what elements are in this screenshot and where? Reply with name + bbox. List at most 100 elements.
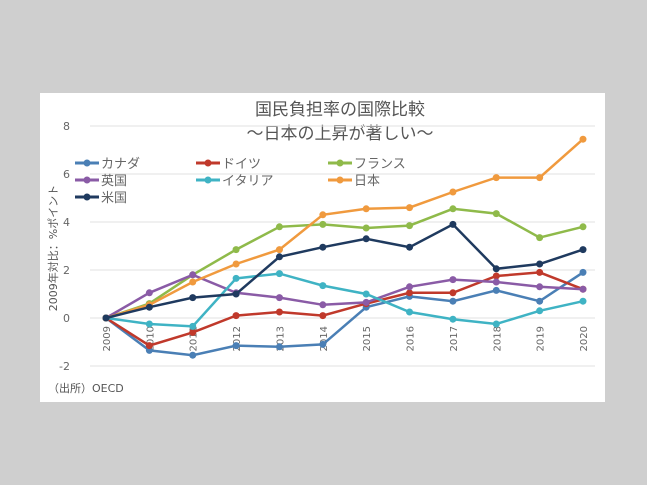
y-axis-label: 2009年対比：%ポイント xyxy=(46,185,60,311)
data-point xyxy=(449,205,457,213)
data-point xyxy=(492,278,500,286)
data-point xyxy=(579,297,587,305)
data-point xyxy=(492,286,500,294)
x-tick-label: 2016 xyxy=(406,326,417,351)
data-point xyxy=(449,289,457,297)
x-tick-label: 2017 xyxy=(449,326,460,351)
data-point xyxy=(449,220,457,228)
data-point xyxy=(232,246,240,254)
data-point xyxy=(145,346,153,354)
data-point xyxy=(362,235,370,243)
data-point xyxy=(232,274,240,282)
data-point xyxy=(319,282,327,290)
data-point xyxy=(492,272,500,280)
data-point xyxy=(579,135,587,143)
legend-item: カナダ xyxy=(75,157,140,172)
data-point xyxy=(406,204,414,212)
series-line xyxy=(105,271,584,357)
legend-item: 英国 xyxy=(75,174,127,189)
data-point xyxy=(145,342,153,350)
data-point xyxy=(189,278,197,286)
data-point xyxy=(232,290,240,298)
chart-card: 国民負担率の国際比較 〜日本の上昇が著しい〜 2009年対比：%ポイント （出所… xyxy=(40,93,605,402)
y-tick-label: 0 xyxy=(63,312,70,325)
data-point xyxy=(536,268,544,276)
y-tick-label: 2 xyxy=(63,264,70,277)
y-tick-label: 6 xyxy=(63,168,70,181)
data-point xyxy=(275,253,283,261)
x-tick-label: 2020 xyxy=(579,326,590,351)
legend-label: フランス xyxy=(354,157,406,172)
x-tick-label: 2014 xyxy=(319,326,330,351)
x-tick-label: 2015 xyxy=(362,326,373,351)
data-point xyxy=(275,308,283,316)
series-5 xyxy=(102,135,587,322)
data-point xyxy=(319,211,327,219)
data-point xyxy=(232,312,240,320)
data-point xyxy=(275,270,283,278)
series-6 xyxy=(102,220,587,322)
data-point xyxy=(275,246,283,254)
legend-label: イタリア xyxy=(222,174,273,189)
legend-item: 米国 xyxy=(75,191,127,206)
series-0 xyxy=(102,268,587,359)
legend-marker xyxy=(204,176,212,184)
data-point xyxy=(232,260,240,268)
data-point xyxy=(189,328,197,336)
data-point xyxy=(406,222,414,230)
data-point xyxy=(232,342,240,350)
series-line xyxy=(105,138,584,320)
data-point xyxy=(449,297,457,305)
series-line xyxy=(105,207,584,320)
legend-item: ドイツ xyxy=(196,157,261,172)
x-tick-label: 2010 xyxy=(145,326,156,351)
x-tick-label: 2013 xyxy=(275,326,286,351)
data-point xyxy=(319,340,327,348)
y-tick-label: 4 xyxy=(63,216,70,229)
legend-label: ドイツ xyxy=(222,157,261,172)
data-point xyxy=(406,308,414,316)
series-line xyxy=(105,273,584,320)
data-point xyxy=(536,174,544,182)
legend-label: 米国 xyxy=(101,191,127,206)
data-point xyxy=(579,285,587,293)
data-point xyxy=(319,312,327,320)
x-tick-label: 2019 xyxy=(536,326,547,351)
data-point xyxy=(362,205,370,213)
data-point xyxy=(406,289,414,297)
legend-item: 日本 xyxy=(328,174,380,189)
data-point xyxy=(579,246,587,254)
data-point xyxy=(492,320,500,328)
data-point xyxy=(536,234,544,242)
data-point xyxy=(362,290,370,298)
data-point xyxy=(536,307,544,315)
legend-label: 英国 xyxy=(101,174,127,189)
legend-label: 日本 xyxy=(354,174,380,189)
data-point xyxy=(406,243,414,251)
legend-marker xyxy=(204,159,212,167)
x-tick-label: 2009 xyxy=(102,326,113,351)
data-point xyxy=(492,174,500,182)
legend-marker xyxy=(336,159,344,167)
chart-subtitle: 〜日本の上昇が著しい〜 xyxy=(247,124,434,144)
legend-marker xyxy=(336,176,344,184)
series-line xyxy=(105,222,584,320)
series-2 xyxy=(102,205,587,322)
data-point xyxy=(449,315,457,323)
legend-marker xyxy=(83,176,91,184)
data-point xyxy=(189,294,197,302)
data-point xyxy=(275,223,283,231)
data-point xyxy=(319,220,327,228)
data-point xyxy=(362,298,370,306)
data-point xyxy=(362,224,370,232)
data-point xyxy=(189,322,197,330)
data-point xyxy=(319,243,327,251)
source-note: （出所）OECD xyxy=(48,381,124,395)
data-point xyxy=(189,351,197,359)
data-point xyxy=(102,314,110,322)
series-4 xyxy=(102,270,587,330)
data-point xyxy=(275,343,283,351)
legend-item: フランス xyxy=(328,157,406,172)
data-point xyxy=(275,294,283,302)
data-point xyxy=(449,276,457,284)
